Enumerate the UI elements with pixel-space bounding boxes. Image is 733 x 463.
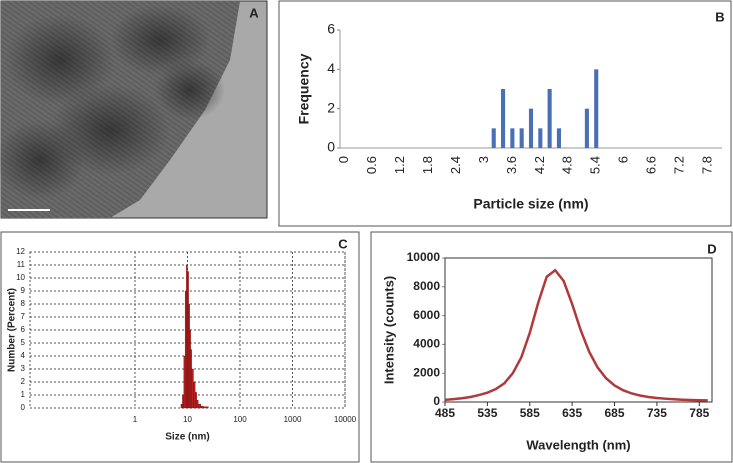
y-tick-label: 6000 xyxy=(413,308,440,322)
histogram-bar xyxy=(182,394,184,409)
x-tick-label: 1 xyxy=(133,415,138,424)
x-tick-label: 1000 xyxy=(284,415,302,424)
y-axis-title: Intensity (counts) xyxy=(381,276,396,384)
x-tick-label: 785 xyxy=(689,406,709,420)
y-tick-label: 7 xyxy=(21,312,26,321)
histogram-bar xyxy=(180,403,183,409)
panel-label: B xyxy=(715,9,724,24)
histogram-bar xyxy=(188,303,190,409)
x-tick-label: 585 xyxy=(520,406,540,420)
y-tick-label: 8 xyxy=(21,299,26,308)
x-tick-label: 535 xyxy=(477,406,497,420)
y-tick-label: 4 xyxy=(327,60,335,76)
bar xyxy=(519,128,524,148)
histogram-bar xyxy=(195,392,197,409)
x-tick-label: 485 xyxy=(435,406,455,420)
x-tick-label: 635 xyxy=(562,406,582,420)
x-axis-title: Particle size (nm) xyxy=(473,196,588,212)
x-tick-label: 4.2 xyxy=(532,156,547,174)
x-tick-label: 1.8 xyxy=(420,156,435,174)
histogram-bar xyxy=(186,264,188,409)
panel-label: C xyxy=(338,236,348,251)
y-tick-label: 6 xyxy=(327,21,335,37)
bar xyxy=(538,128,543,148)
y-tick-label: 0 xyxy=(433,394,440,408)
x-tick-label: 10000 xyxy=(334,415,357,424)
x-tick-label: 3.6 xyxy=(504,156,519,174)
x-tick-label: 6.6 xyxy=(644,156,659,174)
histogram-bar xyxy=(191,368,194,409)
x-tick-label: 10 xyxy=(183,415,192,424)
y-tick-label: 8000 xyxy=(413,279,440,293)
y-tick-label: 4000 xyxy=(413,337,440,351)
histogram-bar xyxy=(193,381,196,409)
bar xyxy=(594,69,599,148)
x-tick-label: 1.2 xyxy=(392,156,407,174)
tem-image: A xyxy=(0,0,268,219)
x-tick-label: 0.6 xyxy=(364,156,379,174)
y-axis-title: Number (Percent) xyxy=(7,288,18,372)
x-axis-title: Size (nm) xyxy=(165,432,209,443)
x-tick-label: 735 xyxy=(647,406,667,420)
histogram-bar xyxy=(196,400,199,409)
y-tick-label: 4 xyxy=(21,351,26,360)
bar xyxy=(500,89,506,148)
histogram-bar xyxy=(184,290,187,409)
histogram-bar xyxy=(200,405,204,409)
y-tick-label: 10000 xyxy=(407,250,441,264)
x-tick-label: 685 xyxy=(605,406,625,420)
y-tick-label: 2 xyxy=(21,377,26,386)
bar xyxy=(491,128,496,148)
histogram-bar xyxy=(198,403,202,409)
panel-label: D xyxy=(707,241,716,256)
bar xyxy=(584,108,589,148)
panel-label: A xyxy=(249,5,259,20)
y-tick-label: 11 xyxy=(17,260,26,269)
x-tick-label: 6 xyxy=(616,156,631,163)
y-tick-label: 2 xyxy=(327,99,335,115)
y-tick-label: 10 xyxy=(16,273,25,282)
x-tick-label: 7.2 xyxy=(672,156,687,174)
panel-frame xyxy=(370,231,733,463)
bar xyxy=(556,128,562,148)
y-tick-label: 1 xyxy=(21,390,26,399)
y-tick-label: 6 xyxy=(21,325,26,334)
histogram-bar xyxy=(183,355,186,409)
x-tick-label: 4.8 xyxy=(560,156,575,174)
y-axis-title: Frequency xyxy=(296,53,312,124)
panel-frame xyxy=(278,0,732,227)
x-tick-label: 0 xyxy=(336,156,351,163)
y-tick-label: 0 xyxy=(21,403,26,412)
y-tick-label: 2000 xyxy=(413,365,440,379)
x-axis-title: Wavelength (nm) xyxy=(526,437,630,452)
y-tick-label: 0 xyxy=(327,139,335,155)
y-tick-label: 9 xyxy=(21,286,26,295)
bar xyxy=(547,89,552,148)
histogram-bar xyxy=(187,271,189,409)
x-tick-label: 100 xyxy=(233,415,247,424)
line xyxy=(444,268,708,402)
bar xyxy=(528,108,534,148)
plot-frame xyxy=(444,257,713,403)
x-tick-label: 5.4 xyxy=(588,156,603,174)
y-tick-label: 12 xyxy=(16,247,25,256)
y-tick-label: 5 xyxy=(21,338,26,347)
x-tick-label: 2.4 xyxy=(448,156,463,174)
bar xyxy=(510,128,515,148)
histogram-bar xyxy=(189,329,191,409)
panel-frame xyxy=(0,231,360,463)
x-tick-label: 7.8 xyxy=(699,156,714,174)
x-tick-label: 3 xyxy=(476,156,491,163)
y-tick-label: 3 xyxy=(21,364,26,373)
histogram-bar xyxy=(203,406,209,409)
